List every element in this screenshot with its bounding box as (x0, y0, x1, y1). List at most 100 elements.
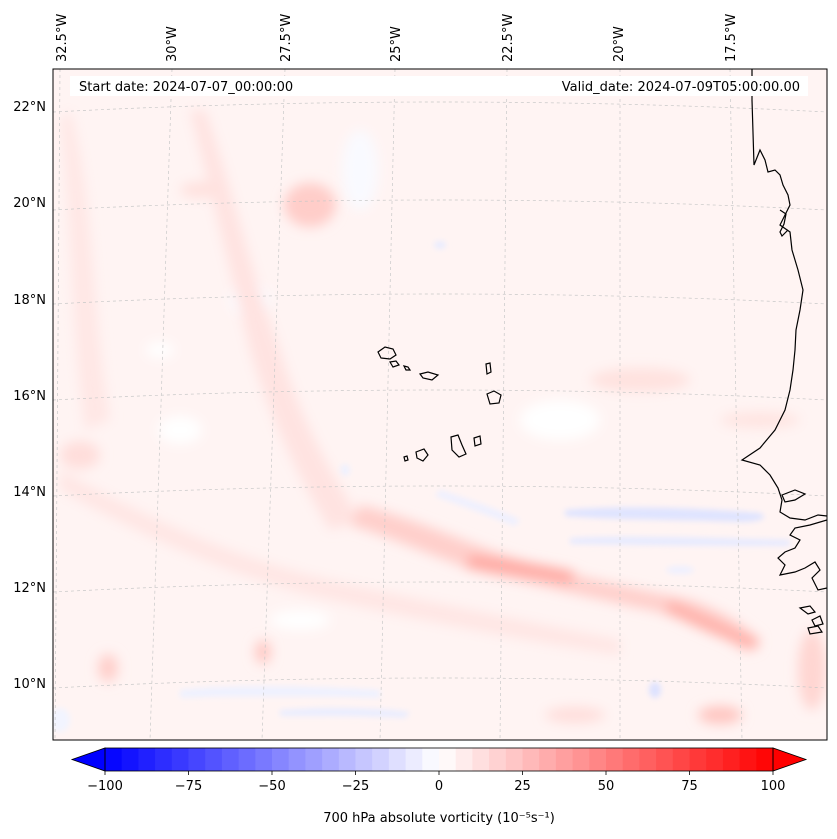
meridian-22.5 (499, 69, 508, 740)
island-fogo (415, 448, 429, 462)
island-santo-antao (377, 346, 397, 360)
bissau-islands (798, 605, 824, 635)
meridian-27.5 (261, 69, 286, 740)
colorbar-cell (372, 748, 390, 771)
colorbar-cell (522, 748, 540, 771)
colorbar-tick-label: −100 (87, 779, 123, 794)
colorbar-cell (439, 748, 457, 771)
colorbar-cells (105, 748, 774, 771)
parallel-20 (53, 199, 827, 211)
colorbar-cell (288, 748, 306, 771)
colorbar-cell (672, 748, 690, 771)
colorbar-cell (422, 748, 440, 771)
banc-inlet (779, 209, 789, 238)
lon-label: 17.5°W (724, 14, 739, 62)
colorbar-cell (188, 748, 206, 771)
gridlines (53, 69, 827, 740)
colorbar-cell (338, 748, 356, 771)
island-sao-nicolau (418, 371, 440, 381)
colorbar-cell (606, 748, 624, 771)
parallel-16 (53, 389, 827, 401)
colorbar-cell (322, 748, 340, 771)
cape-verde-islands (377, 346, 502, 462)
colorbar-cell (739, 748, 757, 771)
meridian-25 (379, 69, 396, 740)
lat-label: 14°N (13, 485, 46, 500)
coastlines (740, 69, 827, 635)
meridian-17.5 (729, 69, 743, 740)
vorticity-field (53, 110, 826, 732)
start-date-label: Start date: 2024-07-07_00:00:00 (79, 80, 293, 95)
colorbar: −100 −75 −50 −25 0 25 50 75 100 700 hPa absolute… (70, 747, 808, 826)
colorbar-cell (105, 748, 123, 771)
colorbar-cell (706, 748, 724, 771)
africa-coastline (740, 69, 827, 521)
colorbar-cell (405, 748, 423, 771)
colorbar-cell (572, 748, 590, 771)
parallel-10 (53, 677, 827, 689)
lat-label: 12°N (13, 581, 46, 596)
colorbar-cell (305, 748, 323, 771)
island-boa-vista (486, 390, 502, 405)
colorbar-extend-max (772, 747, 808, 772)
colorbar-cell (272, 748, 290, 771)
colorbar-cell (138, 748, 156, 771)
map-panel: Start date: 2024-07-07_00:00:00 Valid_da… (52, 68, 828, 741)
lon-label: 27.5°W (279, 14, 294, 62)
colorbar-cell (622, 748, 640, 771)
colorbar-tick-label: −25 (342, 779, 369, 794)
colorbar-tick-label: 100 (761, 779, 786, 794)
map-background (53, 69, 827, 740)
positive-regions (60, 110, 826, 724)
colorbar-cell (238, 748, 256, 771)
valid-date-label: Valid_date: 2024-07-09T05:00:00.00 (562, 80, 800, 95)
colorbar-cell (171, 748, 189, 771)
colorbar-cell (455, 748, 473, 771)
colorbar-cell (388, 748, 407, 771)
colorbar-cell (472, 748, 490, 771)
colorbar-label: 700 hPa absolute vorticity (10⁻⁵s⁻¹) (323, 811, 555, 826)
colorbar-cell (555, 748, 574, 771)
longitude-labels: 32.5°W 30°W 27.5°W 25°W 22.5°W 20°W 17.5… (55, 14, 739, 62)
colorbar-cell (756, 748, 774, 771)
lat-label: 18°N (13, 293, 46, 308)
lon-label: 30°W (165, 26, 180, 62)
colorbar-cell (489, 748, 507, 771)
parallel-22 (53, 101, 827, 113)
lon-label: 25°W (389, 26, 404, 62)
colorbar-cell (505, 748, 523, 771)
colorbar-cell (656, 748, 674, 771)
colorbar-tick-label: 25 (514, 779, 531, 794)
latitude-labels: 22°N 20°N 18°N 16°N 14°N 12°N 10°N (13, 100, 46, 692)
colorbar-cell (539, 748, 557, 771)
lat-label: 10°N (13, 677, 46, 692)
lat-label: 16°N (13, 389, 46, 404)
lat-label: 22°N (13, 100, 46, 115)
colorbar-cell (221, 748, 240, 771)
colorbar-cell (355, 748, 373, 771)
negative-regions (53, 241, 790, 732)
colorbar-cell (255, 748, 273, 771)
header-background (70, 76, 808, 96)
map-frame (52, 68, 828, 741)
parallel-14 (53, 485, 827, 497)
colorbar-extend-min (70, 747, 106, 772)
colorbar-tick-label: 0 (435, 779, 443, 794)
lon-label: 20°W (612, 26, 627, 62)
colorbar-ticks: −100 −75 −50 −25 0 25 50 75 100 (87, 771, 785, 794)
lon-label: 22.5°W (501, 14, 516, 62)
island-santa-luzia (402, 365, 412, 371)
island-sal (485, 362, 492, 375)
island-brava (403, 455, 409, 462)
colorbar-tick-label: 50 (598, 779, 615, 794)
gambia-river (781, 489, 807, 503)
island-maio (473, 435, 482, 447)
african-coast-south (777, 519, 827, 591)
lon-label: 32.5°W (55, 14, 70, 62)
meridian-32.5 (54, 69, 61, 740)
colorbar-cell (205, 748, 223, 771)
colorbar-tick-label: −50 (258, 779, 285, 794)
meridian-30 (149, 69, 173, 740)
island-santiago (450, 434, 467, 458)
